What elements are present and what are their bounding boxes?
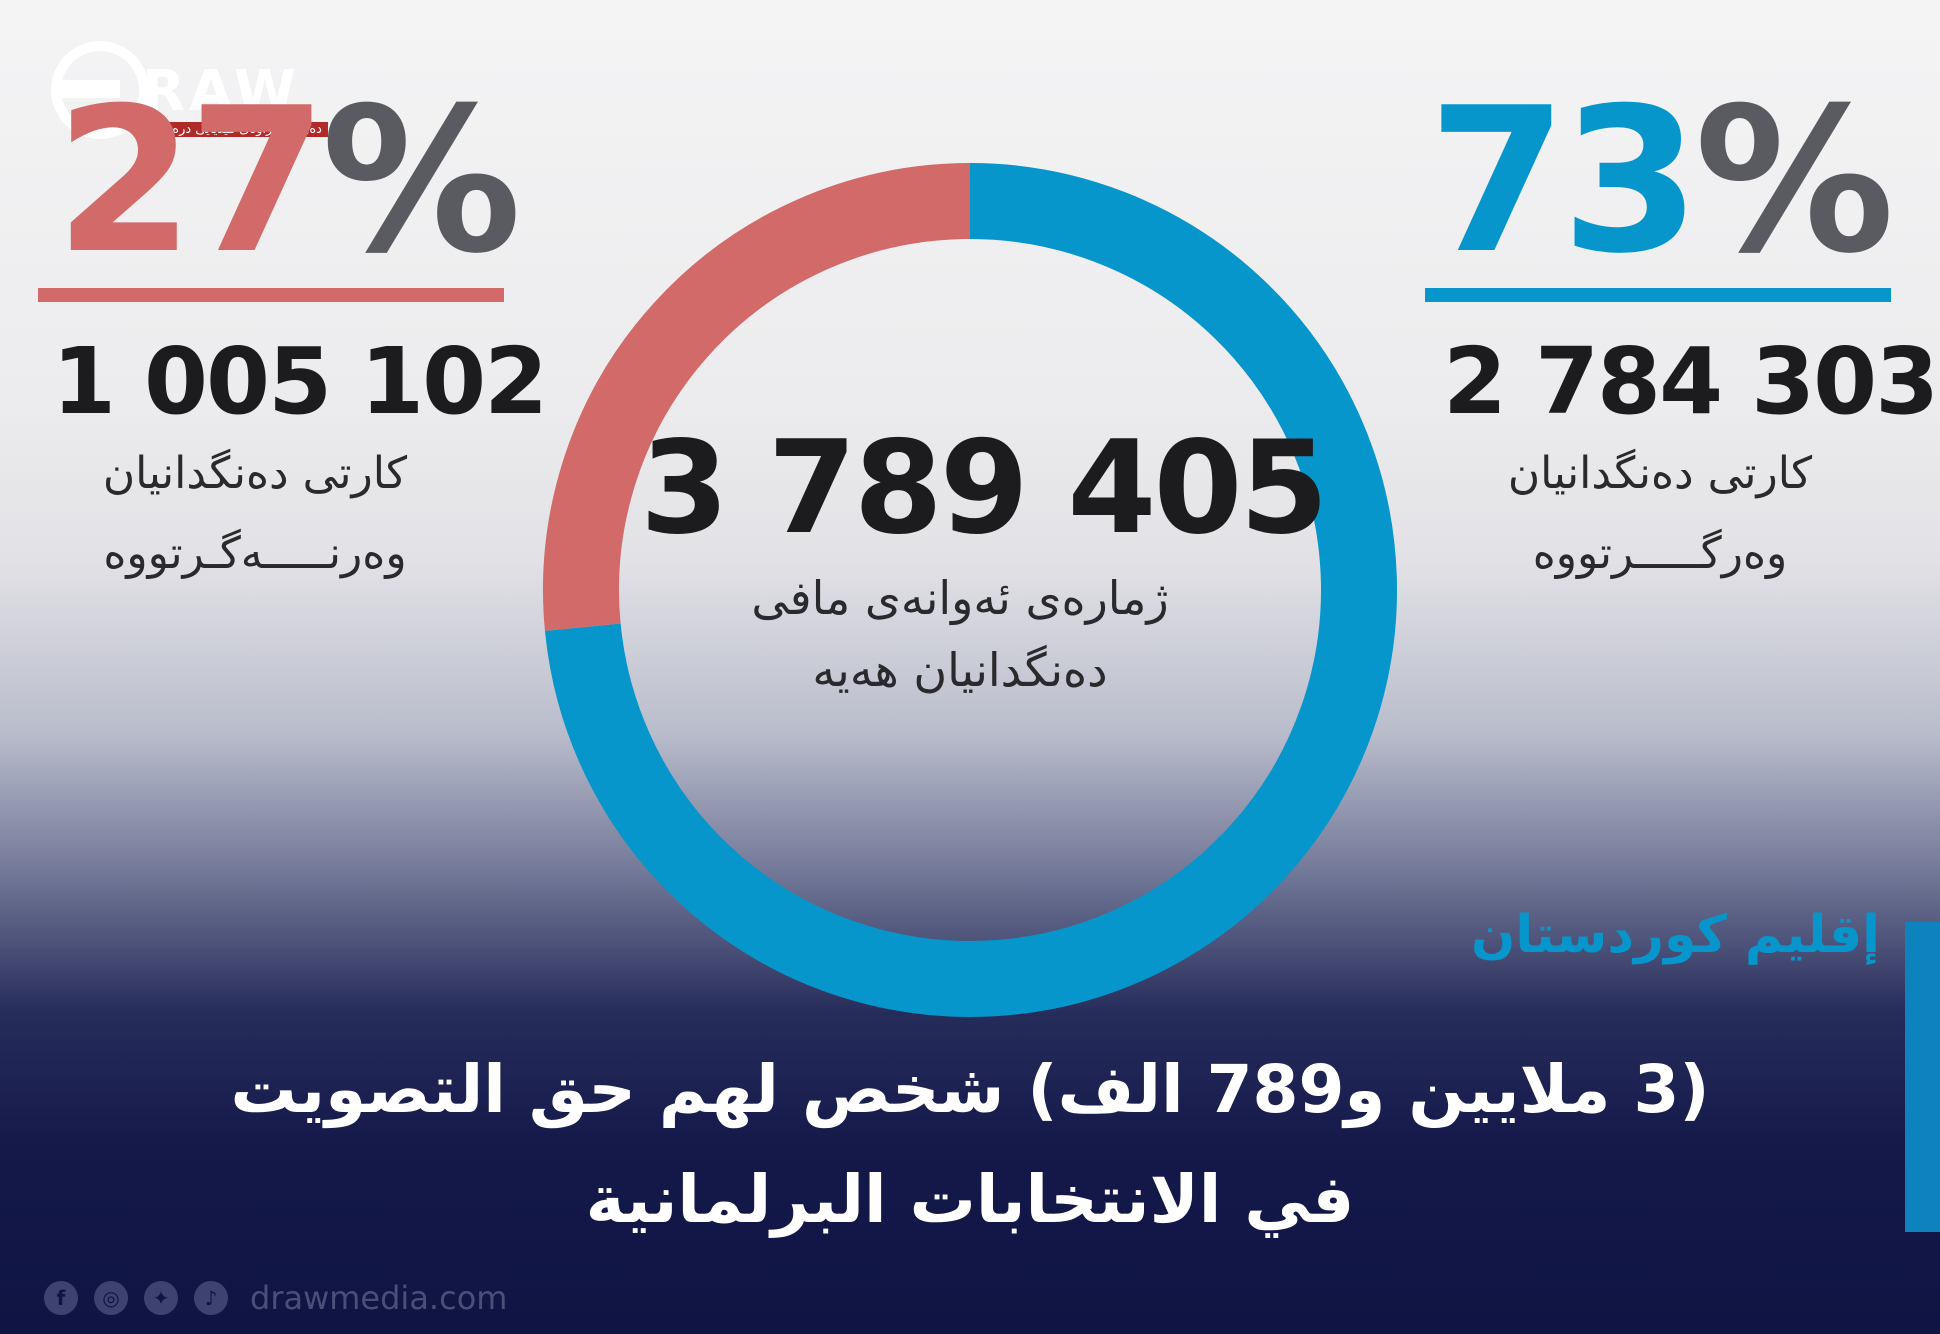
total-voters-label-line2: دەنگدانیان هەیە — [812, 643, 1108, 697]
region-title: إقليم كوردستان — [1471, 905, 1880, 965]
underline-received — [1425, 288, 1891, 302]
donut-slice-1 — [543, 163, 971, 631]
percent-not-received-value: 27 — [55, 65, 327, 298]
donut-slice-0 — [544, 163, 1397, 1017]
percent-not-received: 27% — [55, 82, 522, 282]
label-not-received-line2: وەرنـــــەگـرتووە — [103, 528, 407, 579]
logo-tagline: دەزگای زراوەی میدیایی درەو — [160, 122, 328, 137]
accent-bar — [1905, 922, 1940, 1232]
facebook-icon[interactable]: f — [44, 1281, 78, 1315]
percent-received: 73% — [1428, 82, 1895, 282]
label-received-line1: کارتی دەنگدانیان — [1507, 448, 1813, 499]
count-not-received: 1 005 102 — [52, 328, 548, 435]
total-voters-label-line1: ژمارەی ئەوانەی مافی — [751, 571, 1169, 625]
instagram-icon[interactable]: ◎ — [94, 1281, 128, 1315]
percent-received-value: 73 — [1428, 65, 1700, 298]
tiktok-icon[interactable]: ♪ — [194, 1281, 228, 1315]
underline-not-received — [38, 288, 504, 302]
social-footer: f ◎ ✦ ♪ drawmedia.com — [44, 1278, 507, 1318]
label-not-received-line1: کارتی دەنگدانیان — [102, 448, 408, 499]
headline: (3 ملايين و789 الف) شخص لهم حق التصويت ف… — [160, 1035, 1780, 1255]
headline-line2: في الانتخابات البرلمانية — [585, 1161, 1355, 1238]
percent-sign: % — [321, 65, 521, 298]
label-not-received: کارتی دەنگدانیان وەرنـــــەگـرتووە — [40, 434, 470, 594]
headline-line1: (3 ملايين و789 الف) شخص لهم حق التصويت — [230, 1051, 1710, 1128]
twitter-icon[interactable]: ✦ — [144, 1281, 178, 1315]
percent-sign: % — [1694, 65, 1894, 298]
logo-mark — [51, 41, 149, 139]
website-link[interactable]: drawmedia.com — [250, 1279, 508, 1317]
donut-chart — [543, 163, 1397, 1017]
label-received: کارتی دەنگدانیان وەرگـــــرتووە — [1440, 434, 1880, 594]
total-voters: 3 789 405 — [640, 414, 1329, 563]
logo-word: RAW — [142, 59, 300, 124]
draw-logo: RAW دەزگای زراوەی میدیایی درەو — [50, 40, 350, 140]
count-received: 2 784 303 — [1443, 328, 1939, 435]
label-received-line2: وەرگـــــرتووە — [1532, 528, 1788, 579]
total-voters-label: ژمارەی ئەوانەی مافی دەنگدانیان هەیە — [650, 562, 1270, 706]
